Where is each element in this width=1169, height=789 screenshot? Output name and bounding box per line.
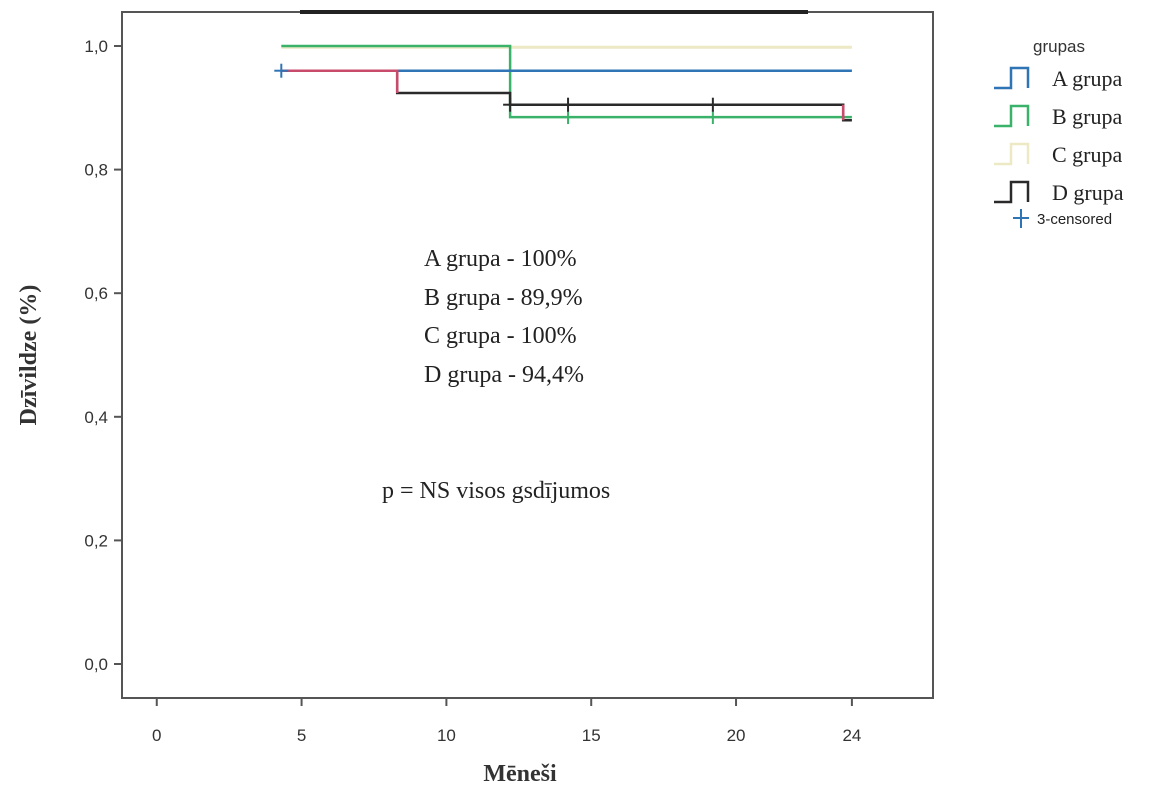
overlap-segment-0: [281, 69, 399, 93]
legend-title: grupas: [1033, 37, 1085, 56]
censor-mark-1-0: [561, 110, 576, 125]
y-tick-label-4: 0,8: [84, 161, 108, 180]
legend-item-b-grupa: B grupa: [994, 104, 1123, 129]
legend-censored-label: 3-censored: [1037, 211, 1112, 228]
annotation-c: C grupa - 100%: [424, 323, 577, 349]
y-axis: 0,0 0,2 0,4 0,6 0,8 1,0: [84, 37, 122, 674]
censor-mark-1-1: [705, 110, 720, 125]
x-tick-label-5: 24: [842, 726, 861, 745]
legend-items: A grupa B grupa C grupa D grupa: [994, 66, 1124, 205]
legend-swatch: [994, 142, 1030, 166]
legend: grupas A grupa B grupa C grupa D grupa 3-ce…: [994, 37, 1124, 228]
censor-layer: [274, 63, 720, 125]
y-tick-label-0: 0,0: [84, 655, 108, 674]
legend-label: B grupa: [1052, 104, 1123, 129]
y-tick-label-5: 1,0: [84, 37, 108, 56]
y-tick-label-1: 0,2: [84, 531, 108, 550]
annotation-block: A grupa - 100% B grupa - 89,9% C grupa -…: [382, 246, 610, 504]
censor-mark-3-2: [705, 97, 720, 112]
x-axis-title: Mēneši: [483, 761, 557, 787]
x-axis: 0 5 10 15 20 24: [152, 698, 861, 745]
annotation-b: B grupa - 89,9%: [424, 285, 583, 311]
x-tick-label-1: 5: [297, 726, 306, 745]
series-line-b-grupa: [281, 44, 852, 119]
legend-item-a-grupa: A grupa: [994, 66, 1123, 91]
annotation-d: D grupa - 94,4%: [424, 362, 584, 388]
legend-swatch: [994, 180, 1030, 204]
censor-mark-3-0: [503, 97, 518, 112]
legend-swatch: [994, 104, 1030, 128]
censor-mark-3-1: [561, 97, 576, 112]
y-axis-title: Dzīvildze (%): [16, 285, 42, 426]
legend-label: A grupa: [1052, 66, 1123, 91]
x-tick-label-0: 0: [152, 726, 161, 745]
legend-label: C grupa: [1052, 142, 1123, 167]
x-tick-label-3: 15: [582, 726, 601, 745]
annotation-a: A grupa - 100%: [424, 246, 577, 272]
legend-label: D grupa: [1052, 180, 1124, 205]
legend-swatch: [994, 66, 1030, 90]
censor-mark-0-0: [274, 63, 289, 78]
x-tick-label-4: 20: [727, 726, 746, 745]
y-tick-label-2: 0,4: [84, 408, 108, 427]
legend-item-c-grupa: C grupa: [994, 142, 1123, 167]
legend-item-d-grupa: D grupa: [994, 180, 1124, 205]
legend-censored: 3-censored: [1013, 209, 1112, 228]
annotation-pvalue: p = NS visos gsdījumos: [382, 478, 610, 504]
x-tick-label-2: 10: [437, 726, 456, 745]
y-tick-label-3: 0,6: [84, 284, 108, 303]
